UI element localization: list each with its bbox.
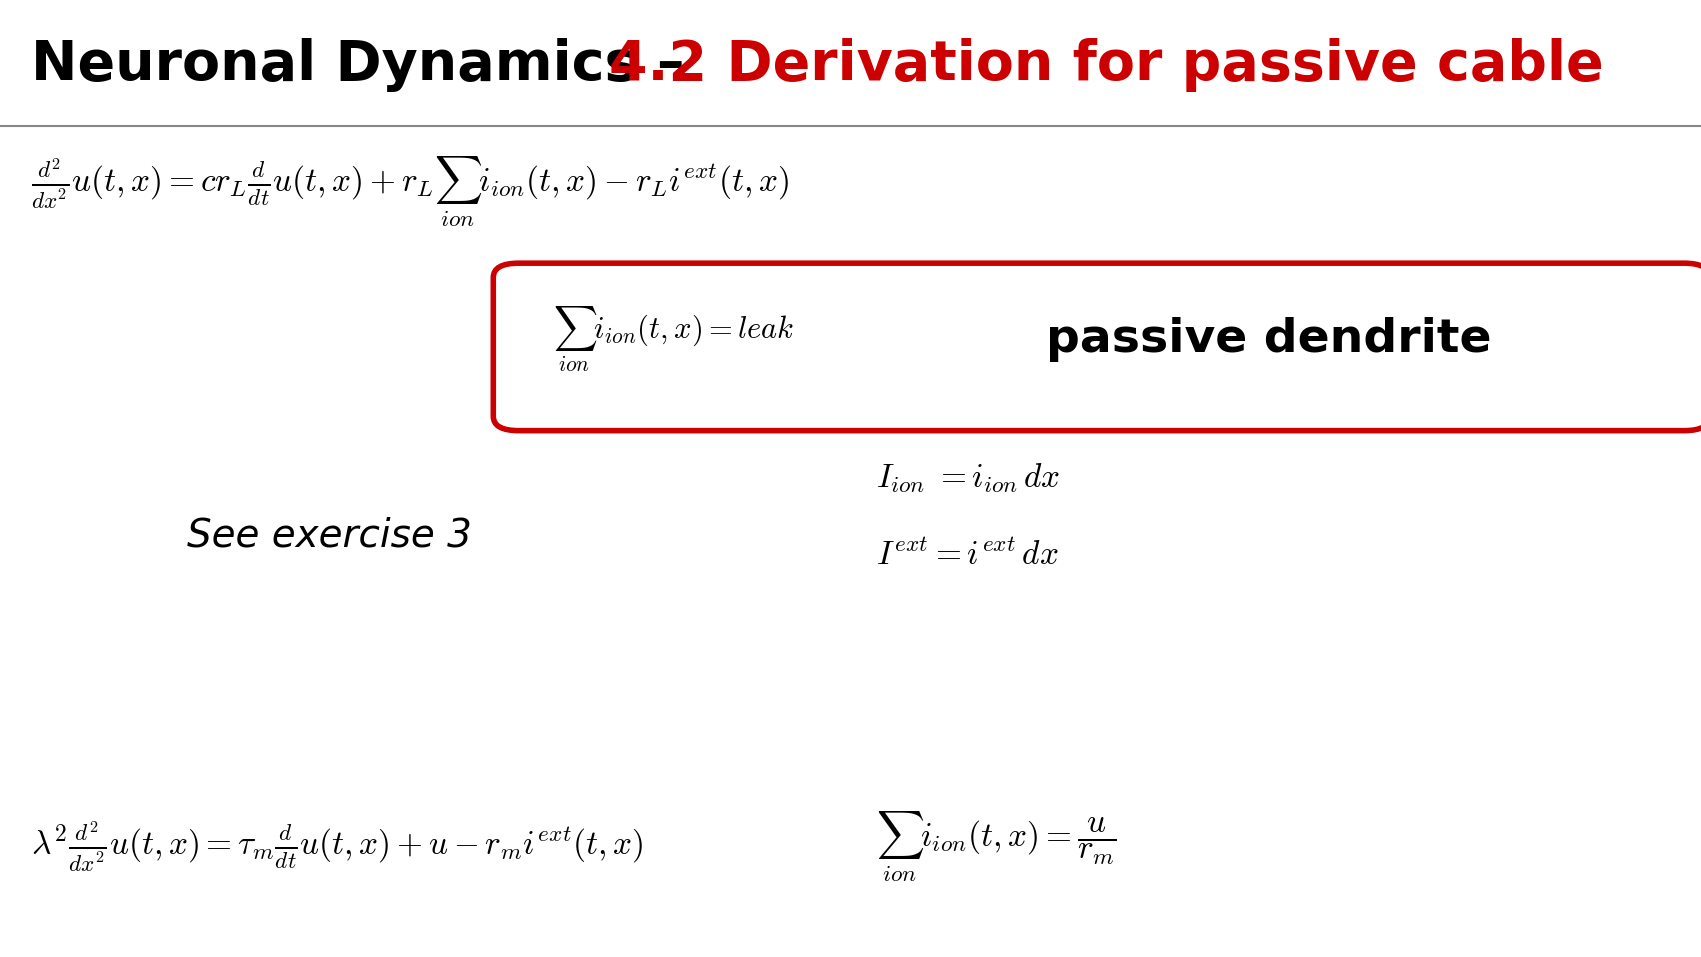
Text: $I^{ext}=i^{ext}\,dx$: $I^{ext}=i^{ext}\,dx$ xyxy=(876,539,1058,571)
Text: 4.2 Derivation for passive cable: 4.2 Derivation for passive cable xyxy=(609,38,1604,92)
Text: $\lambda^{2}\frac{d^{2}}{dx^{2}}u(t,x)=\tau_{m}\frac{d}{dt}u(t,x)+u-r_{m}i^{ext}: $\lambda^{2}\frac{d^{2}}{dx^{2}}u(t,x)=\… xyxy=(31,820,643,874)
FancyBboxPatch shape xyxy=(493,263,1701,431)
Text: $I_{ion}\;=i_{ion}\,dx$: $I_{ion}\;=i_{ion}\,dx$ xyxy=(876,461,1060,496)
Text: Neuronal Dynamics –: Neuronal Dynamics – xyxy=(31,38,704,92)
Text: $\sum_{ion}i_{ion}(t,x)=leak$: $\sum_{ion}i_{ion}(t,x)=leak$ xyxy=(553,305,794,374)
Text: $\sum_{ion}i_{ion}(t,x)=\dfrac{u}{r_{m}}$: $\sum_{ion}i_{ion}(t,x)=\dfrac{u}{r_{m}}… xyxy=(876,810,1118,884)
Text: passive dendrite: passive dendrite xyxy=(1046,317,1492,363)
Text: See exercise 3: See exercise 3 xyxy=(187,517,471,555)
Text: $\frac{d^{2}}{dx^{2}}u(t,x)=cr_{L}\frac{d}{dt}u(t,x)+r_{L}\sum_{ion}i_{ion}(t,x): $\frac{d^{2}}{dx^{2}}u(t,x)=cr_{L}\frac{… xyxy=(31,154,789,229)
